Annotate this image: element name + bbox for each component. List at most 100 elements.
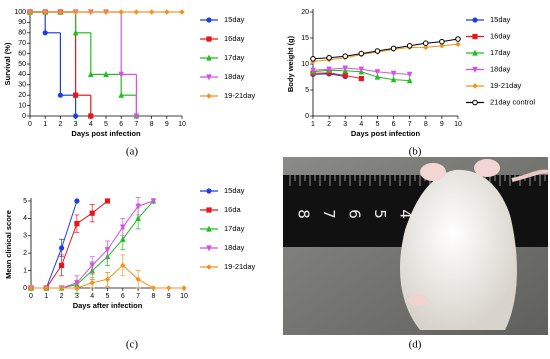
y-tick-label: 60: [18, 50, 26, 57]
panel-label: (d): [409, 339, 422, 351]
marker: [206, 245, 212, 252]
marker: [118, 91, 124, 98]
marker: [374, 48, 381, 54]
marker: [406, 77, 413, 84]
marker: [88, 113, 94, 119]
legend-label: 18day: [490, 64, 511, 73]
mouse-paw: [408, 294, 428, 306]
marker: [103, 9, 109, 15]
x-tick-label: 7: [408, 121, 412, 128]
x-tick-label: 3: [75, 293, 79, 300]
y-tick-label: 10: [301, 61, 309, 68]
y-axis-title: Body weight (g): [286, 35, 295, 92]
x-tick-label: 0: [28, 121, 32, 128]
marker: [342, 72, 348, 79]
marker: [104, 247, 111, 254]
x-tick-label: 4: [90, 293, 94, 300]
y-tick-label: 15: [301, 35, 309, 42]
x-tick-label: 10: [178, 121, 186, 128]
x-tick-label: 6: [119, 121, 123, 128]
x-tick-label: 5: [375, 121, 379, 128]
marker: [104, 198, 111, 204]
mouse-ear: [420, 163, 446, 181]
series-line: [31, 200, 108, 289]
marker: [422, 40, 429, 47]
marker: [72, 29, 79, 36]
x-tick-label: 10: [454, 121, 462, 128]
marker: [150, 285, 157, 291]
x-tick-label: 5: [104, 121, 108, 128]
marker: [42, 9, 48, 15]
x-tick-label: 4: [89, 121, 93, 128]
marker: [74, 221, 80, 227]
x-tick-label: 8: [150, 121, 154, 128]
ruler-label: 5: [371, 209, 389, 219]
marker: [390, 45, 397, 52]
marker: [27, 9, 33, 15]
legend-label: 15day: [224, 15, 245, 24]
legend-label: 21day control: [490, 97, 535, 106]
marker: [439, 43, 445, 49]
marker: [390, 76, 397, 83]
y-tick-label: 20: [301, 9, 309, 16]
y-tick-label: 2: [23, 250, 27, 257]
marker: [374, 69, 381, 76]
marker: [423, 44, 429, 51]
marker: [472, 17, 478, 23]
marker: [181, 285, 187, 291]
y-tick-label: 80: [18, 30, 26, 37]
x-tick-label: 7: [134, 121, 138, 128]
x-tick-label: 2: [58, 121, 62, 128]
legend-label: 15day: [224, 186, 245, 195]
marker: [103, 70, 109, 77]
legend-label: 17day: [224, 53, 245, 62]
x-tick-label: 1: [311, 121, 315, 128]
legend-label: 17day: [490, 48, 511, 57]
y-tick-label: 5: [23, 198, 27, 205]
ruler-label: 7: [320, 209, 338, 219]
y-tick-label: 3: [23, 233, 27, 240]
panel-label: (c): [126, 339, 139, 351]
marker: [133, 9, 140, 15]
ruler-label: 6: [346, 209, 364, 219]
x-tick-label: 8: [424, 121, 428, 128]
marker: [120, 235, 126, 242]
y-tick-label: 30: [18, 82, 26, 89]
marker: [342, 53, 349, 60]
marker: [58, 262, 65, 268]
x-tick-label: 9: [167, 293, 171, 300]
marker: [326, 54, 332, 61]
marker: [43, 285, 50, 291]
ruler-label: 4: [397, 209, 415, 219]
marker: [104, 276, 111, 283]
x-axis-title: Days post infection: [71, 129, 141, 138]
mouse-body: [400, 169, 517, 330]
marker: [89, 210, 95, 216]
marker: [57, 9, 64, 15]
marker: [88, 70, 94, 77]
marker: [455, 36, 461, 42]
x-tick-label: 8: [151, 293, 155, 300]
marker: [73, 92, 79, 98]
y-tick-label: 10: [18, 102, 26, 109]
marker: [472, 49, 478, 56]
marker: [118, 9, 124, 15]
y-tick-label: 100: [14, 9, 26, 16]
marker: [58, 285, 65, 291]
x-tick-label: 5: [106, 293, 110, 300]
marker: [472, 99, 478, 106]
marker: [165, 285, 172, 291]
marker: [179, 9, 185, 15]
marker: [206, 225, 212, 232]
marker: [206, 188, 212, 194]
x-axis-title: Days post infection: [351, 129, 421, 138]
marker: [472, 66, 478, 74]
legend-label: 16day: [490, 31, 511, 40]
x-tick-label: 3: [343, 121, 347, 128]
panel-label: (b): [409, 146, 422, 158]
legend-label: 15day: [490, 15, 511, 24]
x-tick-label: 1: [44, 293, 48, 300]
ruler-label: 8: [295, 209, 313, 219]
marker: [206, 74, 212, 81]
